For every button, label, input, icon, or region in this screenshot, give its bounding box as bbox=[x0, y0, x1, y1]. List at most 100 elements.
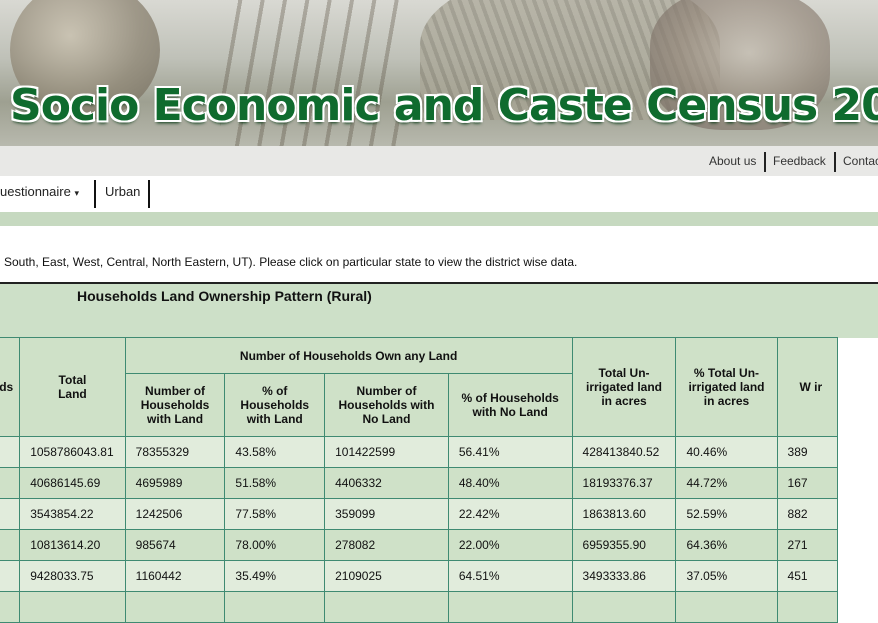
table-cell bbox=[0, 498, 21, 530]
table-cell: 22.00% bbox=[447, 529, 573, 561]
land-ownership-table: lds Total Land Number of Households Own … bbox=[0, 337, 839, 623]
col-header-total-land: Total Land bbox=[19, 337, 126, 437]
table-cell: 43.58% bbox=[224, 436, 326, 468]
table-row bbox=[0, 591, 839, 623]
table-cell: 3543854.22 bbox=[19, 498, 126, 530]
top-links-bar: About us Feedback Contac bbox=[0, 146, 878, 176]
table-cell: 37.05% bbox=[675, 560, 778, 592]
table-cell: 1242506 bbox=[124, 498, 226, 530]
table-row: 9428033.75 1160442 35.49% 2109025 64.51%… bbox=[0, 560, 839, 592]
col-group-header: Number of Households Own any Land bbox=[124, 337, 573, 374]
table-cell: 52.59% bbox=[675, 498, 778, 530]
menu-item-urban[interactable]: Urban bbox=[105, 184, 141, 199]
table-cell bbox=[224, 591, 326, 623]
table-cell: 1863813.60 bbox=[571, 498, 677, 530]
table-cell: 51.58% bbox=[224, 467, 326, 499]
table-cell bbox=[0, 529, 21, 561]
table-cell: 77.58% bbox=[224, 498, 326, 530]
header-banner: Socio Economic and Caste Census 2011 bbox=[0, 0, 878, 146]
table-cell: 18193376.37 bbox=[571, 467, 677, 499]
link-divider bbox=[764, 152, 766, 172]
col-header-total-unirrigated: Total Un-irrigated land in acres bbox=[571, 337, 677, 437]
table-row: 10813614.20 985674 78.00% 278082 22.00% … bbox=[0, 529, 839, 561]
col-header-label: Number of Households with Land bbox=[140, 384, 210, 426]
table-row: 40686145.69 4695989 51.58% 4406332 48.40… bbox=[0, 467, 839, 499]
table-cell bbox=[447, 591, 573, 623]
site-title: Socio Economic and Caste Census 2011 bbox=[10, 80, 878, 131]
table-cell bbox=[0, 467, 21, 499]
table-cell: 359099 bbox=[324, 498, 449, 530]
banner-image-pot bbox=[10, 0, 160, 120]
col-header-label: Number of Households with No Land bbox=[338, 384, 435, 426]
menu-divider bbox=[148, 180, 150, 208]
table-cell: 271 bbox=[776, 529, 839, 561]
table-cell: 4695989 bbox=[124, 467, 226, 499]
col-header-hh-no-land: Number of Households with No Land bbox=[324, 373, 449, 437]
table-cell: 78.00% bbox=[224, 529, 326, 561]
banner-image-woman bbox=[650, 0, 830, 130]
banner-image-poles bbox=[220, 0, 400, 146]
dropdown-arrow-icon: ▾ bbox=[74, 188, 79, 198]
table-cell: 1160442 bbox=[124, 560, 226, 592]
table-cell bbox=[0, 591, 21, 623]
table-cell: 882 bbox=[776, 498, 839, 530]
table-cell: 9428033.75 bbox=[19, 560, 126, 592]
table-cell bbox=[675, 591, 778, 623]
col-header-label: Total Land bbox=[58, 373, 87, 401]
menu-item-questionnaire[interactable]: uestionnaire ▾ bbox=[0, 184, 79, 199]
table-cell: 3493333.86 bbox=[571, 560, 677, 592]
col-header-partial: W ir bbox=[776, 337, 839, 437]
table-cell: 48.40% bbox=[447, 467, 573, 499]
col-header-pct-with-land: % of Households with Land bbox=[224, 373, 326, 437]
col-header-households: lds bbox=[0, 337, 21, 437]
menu-underline-bar bbox=[0, 212, 878, 226]
table-title: Households Land Ownership Pattern (Rural… bbox=[77, 288, 372, 304]
table-cell: 451 bbox=[776, 560, 839, 592]
table-cell: 167 bbox=[776, 467, 839, 499]
table-cell: 64.36% bbox=[675, 529, 778, 561]
contact-link[interactable]: Contac bbox=[843, 154, 878, 168]
table-cell bbox=[776, 591, 839, 623]
table-row: 1058786043.81 78355329 43.58% 101422599 … bbox=[0, 436, 839, 468]
table-row: 3543854.22 1242506 77.58% 359099 22.42% … bbox=[0, 498, 839, 530]
col-header-label: % Total Un-irrigated land in acres bbox=[688, 366, 765, 408]
table-cell: 44.72% bbox=[675, 467, 778, 499]
table-cell: 101422599 bbox=[324, 436, 449, 468]
table-cell: 10813614.20 bbox=[19, 529, 126, 561]
table-cell: 40.46% bbox=[675, 436, 778, 468]
menu-item-label: uestionnaire bbox=[0, 184, 71, 199]
col-header-hh-with-land: Number of Households with Land bbox=[124, 373, 226, 437]
table-cell: 4406332 bbox=[324, 467, 449, 499]
col-header-pct-no-land: % of Households with No Land bbox=[447, 373, 573, 437]
table-cell: 64.51% bbox=[447, 560, 573, 592]
table-cell: 278082 bbox=[324, 529, 449, 561]
table-cell: 6959355.90 bbox=[571, 529, 677, 561]
table-heading: Households Land Ownership Pattern (Rural… bbox=[0, 284, 878, 338]
col-header-label: % of Households with Land bbox=[240, 384, 310, 426]
table-cell bbox=[324, 591, 449, 623]
link-divider bbox=[834, 152, 836, 172]
table-cell: 1058786043.81 bbox=[19, 436, 126, 468]
feedback-link[interactable]: Feedback bbox=[773, 154, 826, 168]
divider-line bbox=[0, 282, 878, 284]
table-cell: 78355329 bbox=[124, 436, 226, 468]
col-header-label: Total Un-irrigated land in acres bbox=[585, 366, 662, 408]
table-cell bbox=[124, 591, 226, 623]
table-cell: 428413840.52 bbox=[571, 436, 677, 468]
main-menu: uestionnaire ▾ Urban bbox=[0, 176, 878, 212]
col-header-label: % of Households with No Land bbox=[461, 391, 559, 419]
table-cell: 389 bbox=[776, 436, 839, 468]
col-header-pct-unirrigated: % Total Un-irrigated land in acres bbox=[675, 337, 778, 437]
table-cell: 40686145.69 bbox=[19, 467, 126, 499]
table-cell: 56.41% bbox=[447, 436, 573, 468]
menu-divider bbox=[94, 180, 96, 208]
table-cell: 35.49% bbox=[224, 560, 326, 592]
table-cell bbox=[19, 591, 126, 623]
table-cell: 22.42% bbox=[447, 498, 573, 530]
table-cell: 985674 bbox=[124, 529, 226, 561]
table-cell bbox=[0, 436, 21, 468]
table-cell bbox=[0, 560, 21, 592]
table-cell bbox=[571, 591, 677, 623]
instruction-text: South, East, West, Central, North Easter… bbox=[4, 255, 578, 269]
about-us-link[interactable]: About us bbox=[709, 154, 757, 168]
